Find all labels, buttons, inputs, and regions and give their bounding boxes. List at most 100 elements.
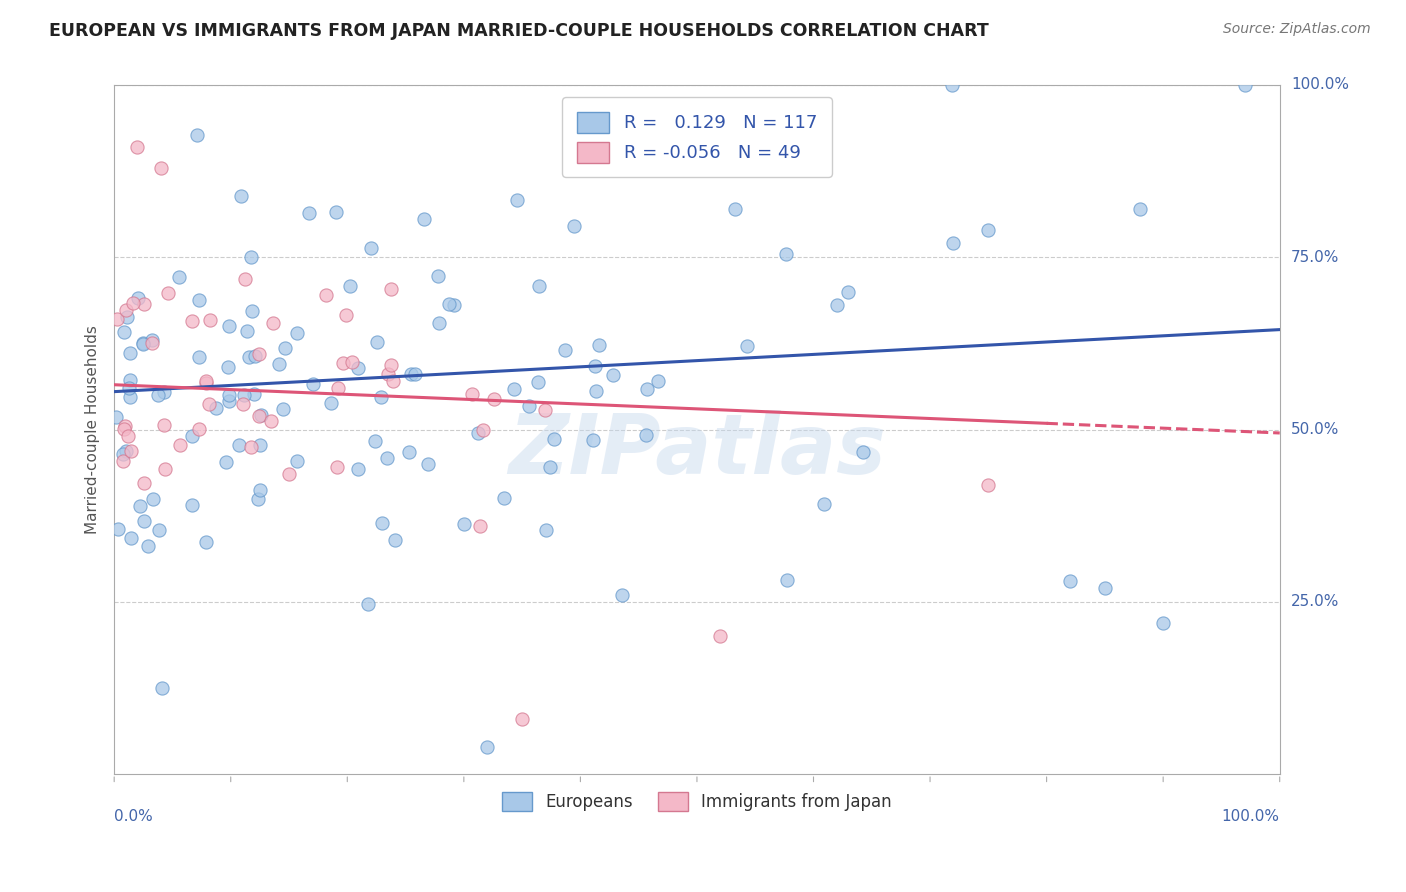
- Point: [492, 491, 515, 505]
- Point: [245, 349, 267, 363]
- Point: [229, 189, 252, 203]
- Text: Source: ZipAtlas.com: Source: ZipAtlas.com: [1223, 22, 1371, 37]
- Point: [267, 357, 290, 371]
- Point: [112, 422, 135, 436]
- Point: [582, 434, 605, 448]
- Point: [475, 739, 498, 754]
- Point: [132, 336, 155, 351]
- Point: [506, 193, 529, 207]
- Point: [278, 467, 301, 481]
- Point: [340, 355, 363, 369]
- Point: [453, 516, 475, 531]
- Y-axis label: Married-couple Households: Married-couple Households: [86, 325, 100, 534]
- Point: [233, 272, 256, 286]
- Point: [181, 314, 204, 328]
- Point: [188, 422, 211, 436]
- Point: [562, 219, 585, 233]
- Point: [1152, 615, 1174, 630]
- Point: [127, 140, 149, 154]
- Point: [146, 388, 169, 402]
- Point: [460, 387, 482, 401]
- Point: [117, 429, 139, 443]
- Point: [218, 388, 240, 402]
- Point: [825, 298, 848, 312]
- Point: [169, 438, 191, 452]
- Point: [198, 313, 221, 327]
- Point: [120, 531, 142, 545]
- Point: [152, 385, 174, 400]
- Point: [510, 712, 533, 726]
- Point: [426, 268, 449, 283]
- Point: [502, 383, 524, 397]
- Point: [118, 381, 141, 395]
- Point: [332, 356, 354, 370]
- Point: [136, 539, 159, 553]
- Point: [127, 291, 149, 305]
- Point: [132, 475, 155, 490]
- Point: [228, 437, 250, 451]
- Point: [232, 397, 254, 411]
- Point: [285, 326, 308, 341]
- Point: [157, 286, 180, 301]
- Point: [262, 316, 284, 330]
- Point: [366, 334, 388, 349]
- Point: [186, 128, 208, 142]
- Point: [239, 440, 262, 454]
- Point: [242, 387, 264, 401]
- Point: [709, 629, 731, 643]
- Point: [236, 324, 259, 338]
- Point: [942, 236, 965, 251]
- Point: [134, 514, 156, 528]
- Text: 75.0%: 75.0%: [1291, 250, 1339, 265]
- Point: [404, 367, 426, 381]
- Point: [107, 522, 129, 536]
- Point: [107, 312, 129, 326]
- Point: [132, 297, 155, 311]
- Point: [141, 335, 163, 350]
- Point: [194, 535, 217, 549]
- Point: [104, 410, 127, 425]
- Point: [249, 483, 271, 497]
- Legend: Europeans, Immigrants from Japan: Europeans, Immigrants from Japan: [495, 785, 898, 817]
- Text: 100.0%: 100.0%: [1222, 808, 1279, 823]
- Point: [357, 597, 380, 611]
- Point: [246, 491, 269, 506]
- Point: [370, 516, 392, 531]
- Text: EUROPEAN VS IMMIGRANTS FROM JAPAN MARRIED-COUPLE HOUSEHOLDS CORRELATION CHART: EUROPEAN VS IMMIGRANTS FROM JAPAN MARRIE…: [49, 22, 988, 40]
- Point: [217, 359, 239, 374]
- Point: [111, 447, 134, 461]
- Point: [239, 250, 262, 264]
- Point: [181, 429, 204, 443]
- Point: [153, 417, 176, 432]
- Point: [238, 351, 260, 365]
- Point: [399, 367, 422, 381]
- Point: [129, 500, 152, 514]
- Point: [647, 374, 669, 388]
- Point: [346, 360, 368, 375]
- Point: [325, 459, 347, 474]
- Text: 50.0%: 50.0%: [1291, 422, 1339, 437]
- Point: [382, 374, 405, 388]
- Point: [527, 375, 550, 389]
- Point: [249, 438, 271, 452]
- Point: [194, 376, 217, 390]
- Point: [602, 368, 624, 382]
- Point: [120, 390, 142, 404]
- Point: [1129, 202, 1152, 216]
- Point: [384, 533, 406, 547]
- Point: [273, 341, 295, 355]
- Point: [813, 497, 835, 511]
- Point: [724, 202, 747, 216]
- Point: [852, 444, 875, 458]
- Point: [271, 402, 294, 417]
- Point: [534, 523, 557, 537]
- Point: [737, 339, 759, 353]
- Point: [636, 382, 658, 396]
- Point: [837, 285, 859, 299]
- Point: [319, 396, 342, 410]
- Point: [298, 206, 321, 220]
- Point: [197, 397, 219, 411]
- Point: [776, 574, 799, 588]
- Point: [167, 269, 190, 284]
- Point: [218, 319, 240, 334]
